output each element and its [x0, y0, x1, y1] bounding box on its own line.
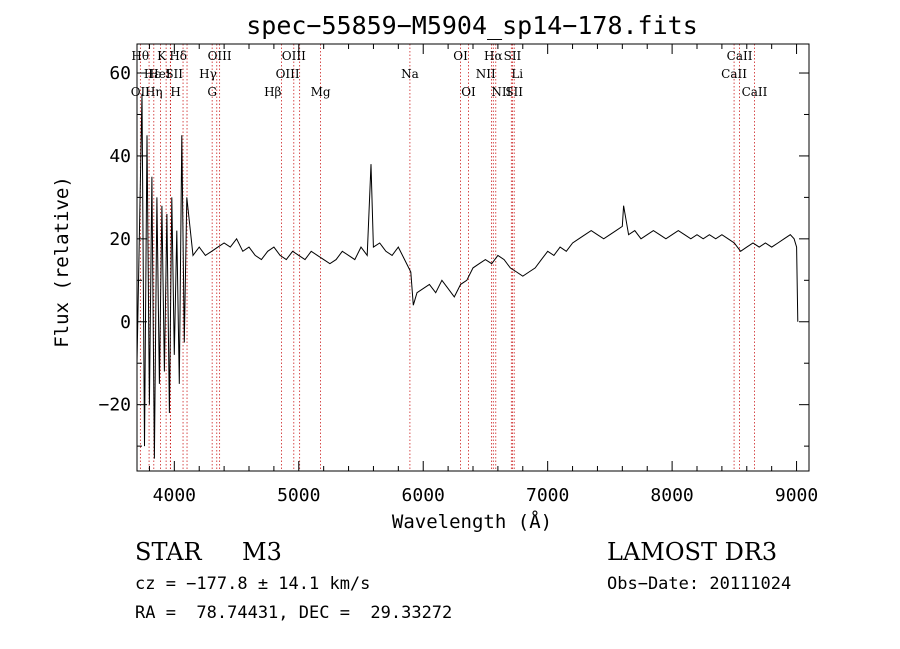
x-axis-label: Wavelength (Å) [392, 510, 552, 533]
x-tick-label: 9000 [775, 485, 818, 506]
x-tick-label: 8000 [650, 485, 693, 506]
x-axis-ticks: 4000 5000 6000 7000 8000 9000 [148, 44, 818, 506]
redshift-velocity: cz = −177.8 ± 14.1 km/s [135, 574, 371, 594]
spectral-line-label: NII [491, 85, 511, 99]
spectral-line-label: Na [401, 67, 419, 81]
spectral-line-label: OIII [282, 49, 306, 63]
spectral-line-label: Hγ [199, 67, 217, 81]
spectral-line-markers [139, 44, 755, 471]
x-tick-label: 6000 [402, 485, 445, 506]
y-tick-label: 0 [120, 312, 131, 333]
y-tick-label: 40 [109, 146, 131, 167]
spectral-line-label: Hα [484, 49, 503, 63]
spectral-line-label: OIII [208, 49, 232, 63]
spectral-line-label: Hβ [264, 85, 281, 99]
x-tick-label: 4000 [153, 485, 196, 506]
y-axis-label: Flux (relative) [51, 176, 73, 348]
survey-name: LAMOST DR3 [607, 538, 778, 566]
spectral-line-label: Hθ [131, 49, 149, 63]
x-tick-label: 7000 [526, 485, 569, 506]
spectral-line-label: K [157, 49, 167, 63]
spectral-line-label: Hη [145, 85, 163, 99]
y-tick-label: 60 [109, 63, 131, 84]
spectral-line-label: Hδ [169, 49, 187, 63]
spectral-line-label: SII [504, 49, 522, 63]
spectral-line-label: Mg [311, 85, 331, 99]
spectral-line-label: CaII [742, 85, 768, 99]
coordinates: RA = 78.74431, DEC = 29.33272 [135, 603, 453, 623]
spectral-line-label: G [207, 85, 217, 99]
spectral-line-label: SII [505, 85, 523, 99]
spectral-line-label: HeI [148, 67, 171, 81]
spectral-line-label: CaII [727, 49, 753, 63]
object-class: STAR [135, 538, 202, 566]
x-tick-label: 5000 [277, 485, 320, 506]
y-axis-ticks: −20 0 20 40 60 [98, 63, 809, 447]
spectral-line-label: OI [461, 85, 476, 99]
spectral-line-label: OII [131, 85, 151, 99]
object-subclass: M3 [242, 538, 282, 566]
y-tick-label: 20 [109, 229, 131, 250]
spectral-line-label: CaII [721, 67, 747, 81]
spectrum-line [136, 93, 799, 459]
spectral-line-label: SII [165, 67, 183, 81]
spectral-line-label: OI [453, 49, 468, 63]
spectral-line-label: Hε [144, 67, 161, 81]
y-tick-label: −20 [98, 395, 131, 416]
spectral-line-label: Li [511, 67, 523, 81]
spectral-line-label: NII [476, 67, 496, 81]
plot-frame [136, 43, 810, 472]
spectral-line-label: OIII [276, 67, 300, 81]
spectral-line-label: H [170, 85, 180, 99]
observation-date: Obs−Date: 20111024 [607, 574, 792, 594]
chart-title: spec−55859−M5904_sp14−178.fits [246, 11, 698, 40]
